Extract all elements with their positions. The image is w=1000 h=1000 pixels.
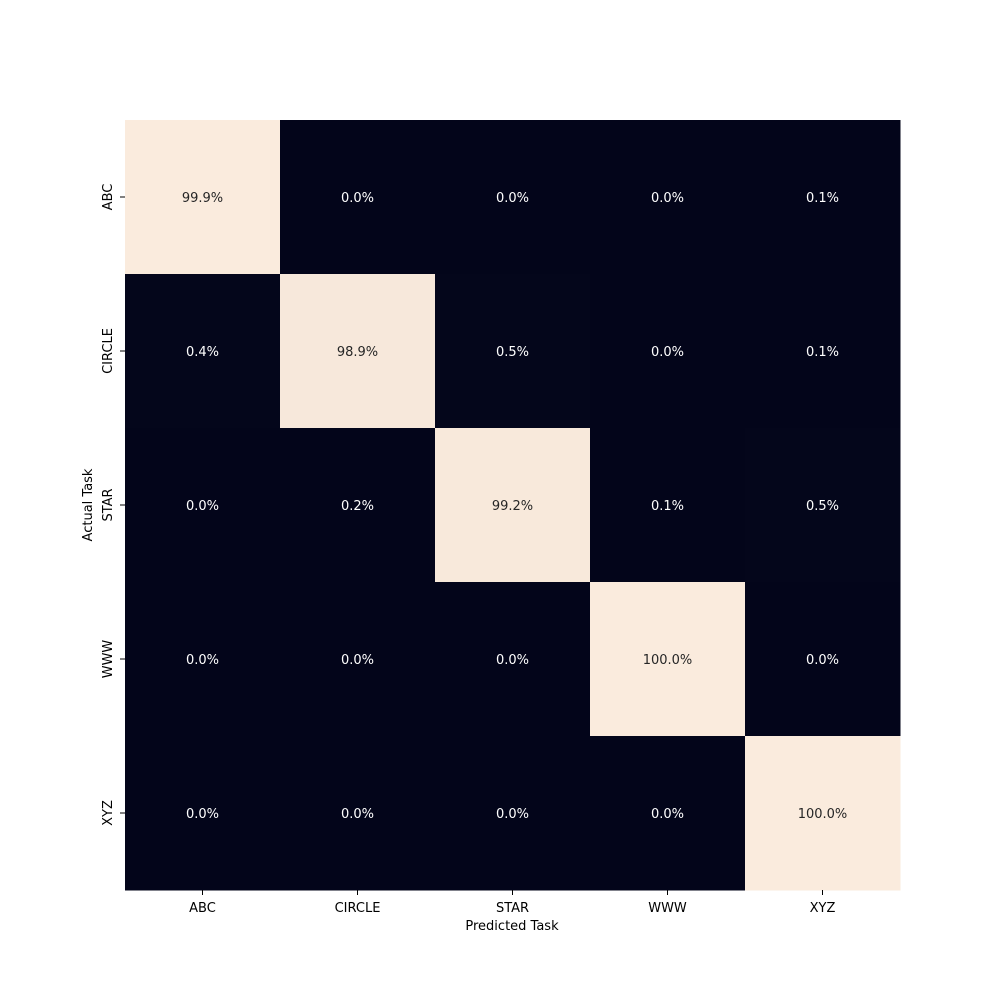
heatmap-cell-labels: 99.9% 0.0% 0.0% 0.0% 0.1% 0.4% 98.9% 0.5% 0.0% 0.… xyxy=(182,191,847,822)
heatmap-cell-value: 0.0% xyxy=(341,653,374,668)
heatmap-cell-value: 0.0% xyxy=(651,191,684,206)
heatmap-cell xyxy=(280,582,436,737)
heatmap-cell xyxy=(435,736,591,891)
heatmap-cell-value: 0.0% xyxy=(496,653,529,668)
heatmap-cell-value: 0.1% xyxy=(806,345,839,360)
y-axis-ticks: ABC CIRCLE STAR WWW XYZ xyxy=(101,184,125,826)
heatmap-cell-value: 0.1% xyxy=(651,499,684,514)
heatmap-cell-value: 0.0% xyxy=(496,807,529,822)
heatmap-cell-value: 0.0% xyxy=(186,499,219,514)
heatmap-cell-value: 100.0% xyxy=(643,653,693,668)
heatmap-cell xyxy=(125,582,281,737)
heatmap-cell xyxy=(590,582,746,737)
y-tick-label: ABC xyxy=(101,184,116,211)
heatmap-cell-value: 0.0% xyxy=(651,807,684,822)
heatmap-cell xyxy=(590,120,746,275)
x-tick-label: STAR xyxy=(496,901,529,916)
heatmap-cells xyxy=(125,120,901,891)
heatmap-cell-value: 0.0% xyxy=(651,345,684,360)
heatmap-cell xyxy=(590,274,746,429)
y-tick-label: XYZ xyxy=(101,800,116,826)
x-tick-label: ABC xyxy=(189,901,216,916)
heatmap-cell-value: 0.2% xyxy=(341,499,374,514)
x-axis-ticks: ABC CIRCLE STAR WWW XYZ xyxy=(189,890,835,916)
y-axis-label: Actual Task xyxy=(81,468,96,541)
heatmap-cell-value: 0.4% xyxy=(186,345,219,360)
heatmap-cell xyxy=(125,274,281,429)
heatmap-cell xyxy=(280,274,436,429)
heatmap-cell xyxy=(125,120,281,275)
heatmap-cell xyxy=(590,736,746,891)
y-tick-label: WWW xyxy=(101,640,116,679)
heatmap-cell xyxy=(125,736,281,891)
x-tick-label: WWW xyxy=(648,901,687,916)
heatmap-cell-value: 0.0% xyxy=(806,653,839,668)
heatmap-cell-value: 99.9% xyxy=(182,191,223,206)
heatmap-cell xyxy=(280,428,436,583)
heatmap-cell xyxy=(125,428,281,583)
heatmap-cell-value: 0.0% xyxy=(341,191,374,206)
heatmap-cell-value: 0.1% xyxy=(806,191,839,206)
heatmap-cell-value: 0.0% xyxy=(186,807,219,822)
heatmap-cell-value: 0.0% xyxy=(496,191,529,206)
heatmap-cell-value: 99.2% xyxy=(492,499,533,514)
heatmap-cell xyxy=(280,120,436,275)
x-tick-label: XYZ xyxy=(810,901,836,916)
heatmap-cell xyxy=(745,428,901,583)
heatmap-cell xyxy=(745,736,901,891)
heatmap-cell xyxy=(590,428,746,583)
heatmap-cell-value: 100.0% xyxy=(798,807,848,822)
y-tick-label: STAR xyxy=(101,488,116,521)
heatmap-cell xyxy=(435,582,591,737)
y-tick-label: CIRCLE xyxy=(101,328,116,374)
heatmap-cell-value: 0.5% xyxy=(496,345,529,360)
heatmap-cell xyxy=(745,274,901,429)
heatmap-cell xyxy=(745,582,901,737)
heatmap-cell-value: 0.5% xyxy=(806,499,839,514)
x-tick-label: CIRCLE xyxy=(335,901,381,916)
heatmap-cell xyxy=(435,120,591,275)
heatmap-cell xyxy=(435,274,591,429)
heatmap-cell xyxy=(745,120,901,275)
heatmap-cell-value: 0.0% xyxy=(341,807,374,822)
heatmap-cell-value: 0.0% xyxy=(186,653,219,668)
x-axis-label: Predicted Task xyxy=(465,919,559,934)
heatmap-cell xyxy=(435,428,591,583)
heatmap-cell xyxy=(280,736,436,891)
heatmap-cell-value: 98.9% xyxy=(337,345,378,360)
